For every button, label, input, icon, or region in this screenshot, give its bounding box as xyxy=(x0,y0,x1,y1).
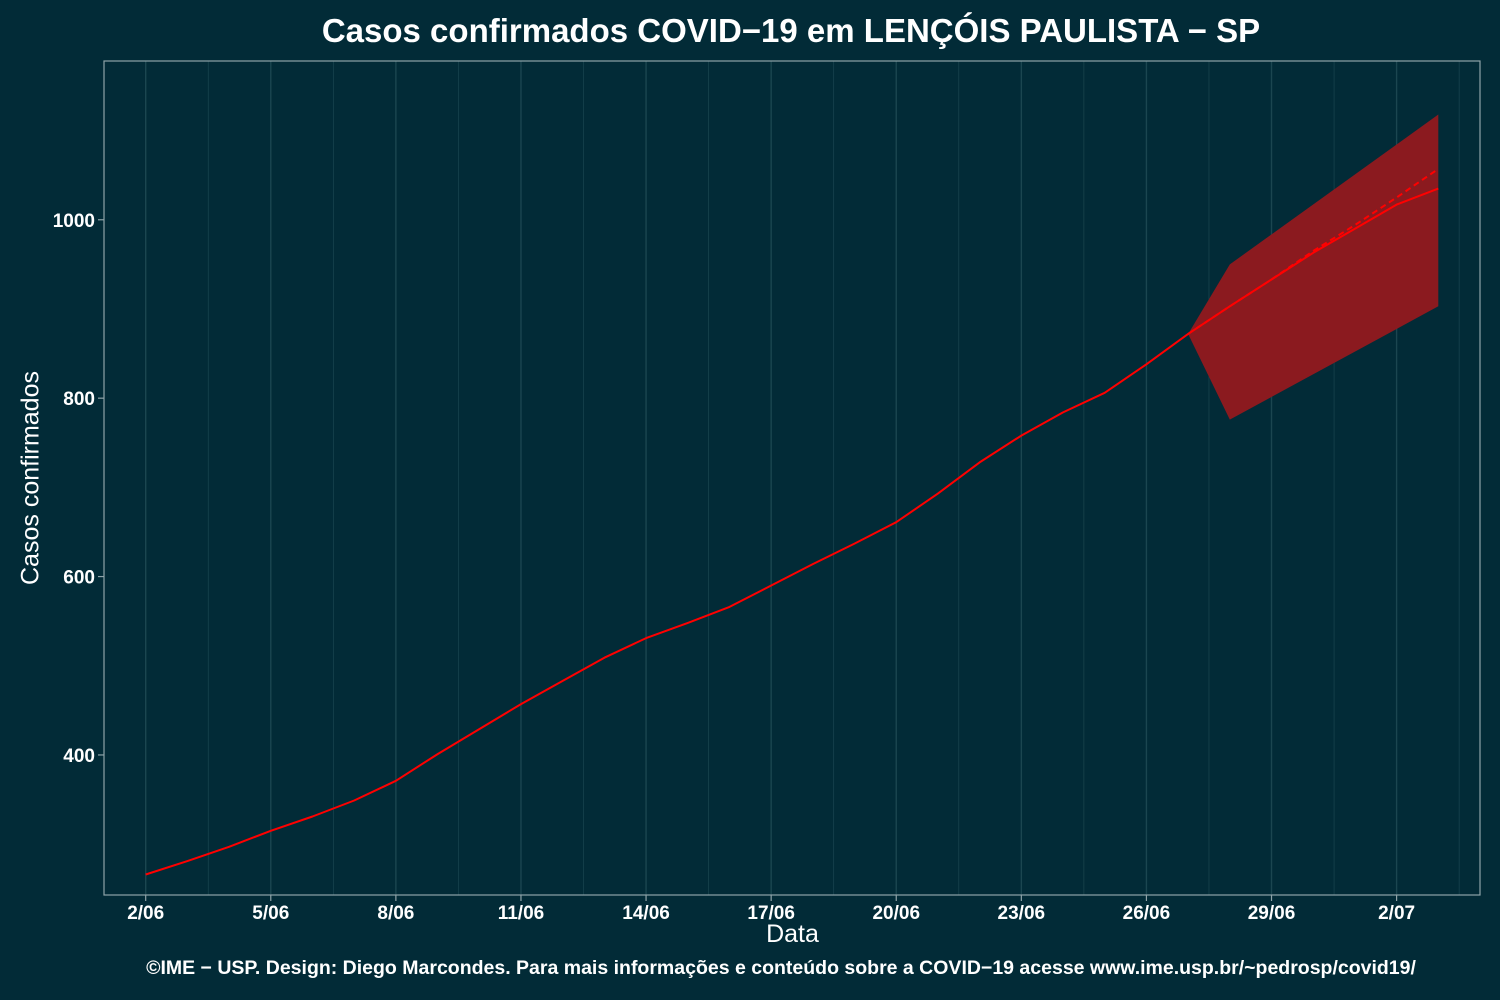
plot-frame xyxy=(103,60,1481,896)
x-tick-label: 23/06 xyxy=(998,903,1046,924)
projection-dashed-line xyxy=(1187,168,1439,335)
chart-caption: ©IME − USP. Design: Diego Marcondes. Par… xyxy=(146,957,1416,979)
x-tick-label: 2/06 xyxy=(127,903,164,924)
y-tick-label: 800 xyxy=(63,389,95,410)
x-tick-label: 20/06 xyxy=(872,903,920,924)
y-tick-label: 400 xyxy=(63,746,95,767)
series-group xyxy=(145,168,1439,876)
prediction-band-group xyxy=(1188,114,1439,420)
x-axis-label: Data xyxy=(766,920,819,948)
y-tick-label: 1000 xyxy=(53,211,95,232)
x-tick-label: 14/06 xyxy=(622,903,670,924)
x-tick-label: 2/07 xyxy=(1378,903,1415,924)
x-tick-label: 17/06 xyxy=(747,903,795,924)
x-tick-label: 29/06 xyxy=(1248,903,1296,924)
chart-title: Casos confirmados COVID−19 em LENÇÓIS PA… xyxy=(321,12,1261,49)
y-tick-label: 600 xyxy=(63,568,95,589)
x-tick-label: 26/06 xyxy=(1123,903,1171,924)
y-axis-label: Casos confirmados xyxy=(16,371,45,585)
grid xyxy=(144,61,1460,895)
prediction-band xyxy=(1188,114,1439,420)
y-axis-ticks: 400 600 800 1000 xyxy=(53,211,104,767)
x-tick-label: 5/06 xyxy=(252,903,289,924)
x-tick-label: 8/06 xyxy=(377,903,414,924)
x-axis-ticks: 2/06 5/06 8/06 11/06 14/06 17/06 20/06 23/06 26/… xyxy=(127,895,1415,924)
x-tick-label: 11/06 xyxy=(498,903,545,924)
